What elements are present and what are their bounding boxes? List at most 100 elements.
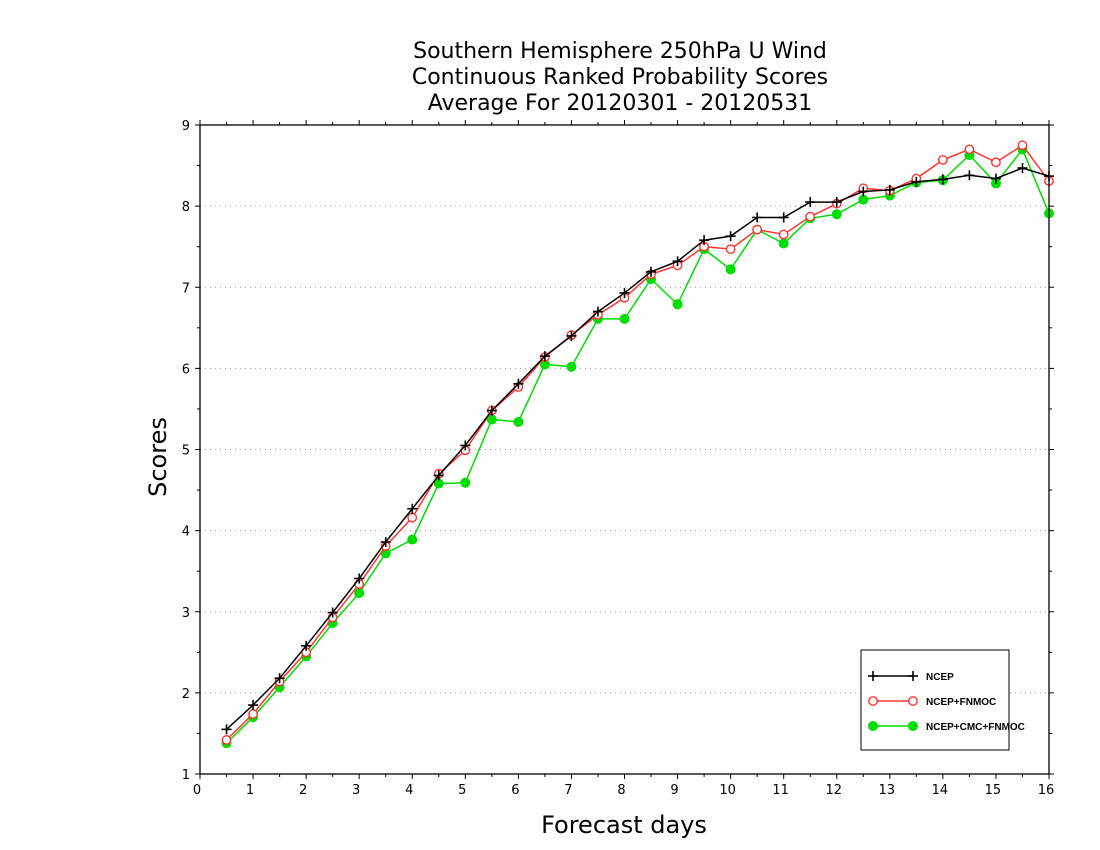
x-tick-label-7: 7	[564, 783, 572, 798]
data-point	[937, 154, 948, 165]
legend-marker-left	[868, 671, 878, 681]
x-tick-label-5: 5	[458, 783, 466, 798]
data-point	[884, 184, 895, 195]
data-point	[831, 209, 842, 220]
data-point	[831, 197, 842, 208]
legend-box	[860, 649, 1010, 751]
data-point	[274, 673, 285, 684]
data-point	[619, 313, 630, 324]
x-tick-label-2: 2	[299, 783, 307, 798]
data-point	[752, 224, 763, 235]
y-tick-label-5: 5	[182, 444, 190, 459]
y-tick-label-4: 4	[182, 525, 190, 540]
data-point	[672, 299, 683, 310]
x-tick-label-10: 10	[719, 783, 736, 798]
data-point	[486, 405, 497, 416]
data-point	[725, 264, 736, 275]
x-tick-label-14: 14	[932, 783, 949, 798]
y-tick-label-7: 7	[182, 281, 190, 296]
data-point	[248, 709, 258, 719]
data-point	[699, 235, 710, 246]
data-point	[327, 607, 338, 618]
legend-label: NCEP+CMC+FNMOC	[926, 722, 1025, 733]
legend-marker-right	[908, 696, 918, 706]
data-point	[407, 503, 418, 514]
y-tick-label-8: 8	[182, 200, 190, 215]
legend: NCEP NCEP+FNMOC NCEP+CMC+FNMOC	[860, 649, 1025, 751]
data-point	[964, 170, 975, 181]
data-point	[354, 588, 365, 599]
data-point	[248, 700, 259, 711]
x-axis-label: Forecast days	[541, 811, 707, 839]
data-point	[380, 536, 391, 547]
legend-item-1: NCEP+FNMOC	[868, 696, 996, 708]
data-point	[778, 238, 789, 249]
legend-marker-right	[908, 671, 918, 681]
x-tick-label-1: 1	[246, 783, 254, 798]
data-point	[990, 173, 1001, 184]
y-tick-label-1: 1	[182, 768, 190, 783]
x-tick-label-16: 16	[1038, 783, 1055, 798]
data-point	[1017, 162, 1028, 173]
y-tick-label-6: 6	[182, 362, 190, 377]
data-point	[805, 197, 816, 208]
data-point	[513, 378, 524, 389]
x-tick-label-8: 8	[617, 783, 625, 798]
x-tick-label-15: 15	[985, 783, 1002, 798]
data-point	[646, 266, 657, 277]
legend-item-0: NCEP	[868, 671, 954, 683]
y-tick-label-9: 9	[182, 119, 190, 134]
y-axis-ticks: 1 2 3 4 5 6 7 8 9	[182, 119, 1054, 783]
data-point	[592, 306, 603, 317]
chart-title-line-3: Average For 20120301 - 20120531	[428, 91, 813, 116]
data-point	[991, 157, 1001, 168]
legend-marker-left	[868, 696, 878, 706]
x-tick-label-11: 11	[772, 783, 789, 798]
x-tick-label-4: 4	[405, 783, 413, 798]
data-point	[937, 174, 948, 185]
legend-label: NCEP+FNMOC	[926, 697, 996, 708]
data-point	[911, 176, 922, 187]
x-axis-ticks: 0 1 2 3 4 5 6 7 8 9 10 11 12 13 14 15 16	[193, 120, 1054, 798]
series-ncep	[221, 162, 1054, 735]
data-point	[566, 361, 577, 372]
data-point	[460, 477, 471, 488]
legend-item-2: NCEP+CMC+FNMOC	[868, 721, 1025, 733]
data-point	[566, 330, 577, 341]
data-point	[407, 534, 418, 545]
series-line	[226, 167, 1050, 730]
data-point	[539, 351, 550, 362]
y-axis-label: Scores	[144, 417, 172, 497]
x-tick-label-3: 3	[352, 783, 360, 798]
legend-marker-right	[908, 721, 918, 731]
data-point	[221, 724, 232, 735]
data-point	[778, 229, 789, 240]
data-point	[805, 211, 816, 222]
legend-marker-left	[868, 721, 878, 731]
data-point	[513, 416, 524, 427]
legend-label: NCEP	[926, 672, 954, 683]
x-tick-label-0: 0	[193, 783, 201, 798]
x-tick-label-12: 12	[825, 783, 842, 798]
x-tick-label-13: 13	[879, 783, 896, 798]
data-point	[354, 573, 365, 584]
chart-title-line-2: Continuous Ranked Probability Scores	[412, 65, 828, 90]
data-point	[964, 144, 975, 155]
x-tick-label-6: 6	[511, 783, 519, 798]
y-tick-label-2: 2	[182, 687, 190, 702]
data-point	[672, 256, 683, 267]
data-point	[778, 212, 789, 223]
data-point	[221, 735, 232, 745]
data-point	[858, 186, 869, 197]
data-point	[725, 244, 736, 255]
data-point	[619, 287, 630, 298]
data-point	[433, 470, 444, 481]
series-layer	[221, 140, 1054, 749]
chart-title-line-1: Southern Hemisphere 250hPa U Wind	[413, 39, 827, 64]
data-point	[752, 212, 763, 223]
data-point	[1017, 140, 1028, 151]
data-point	[460, 440, 471, 451]
data-point	[725, 231, 736, 242]
y-tick-label-3: 3	[182, 606, 190, 621]
